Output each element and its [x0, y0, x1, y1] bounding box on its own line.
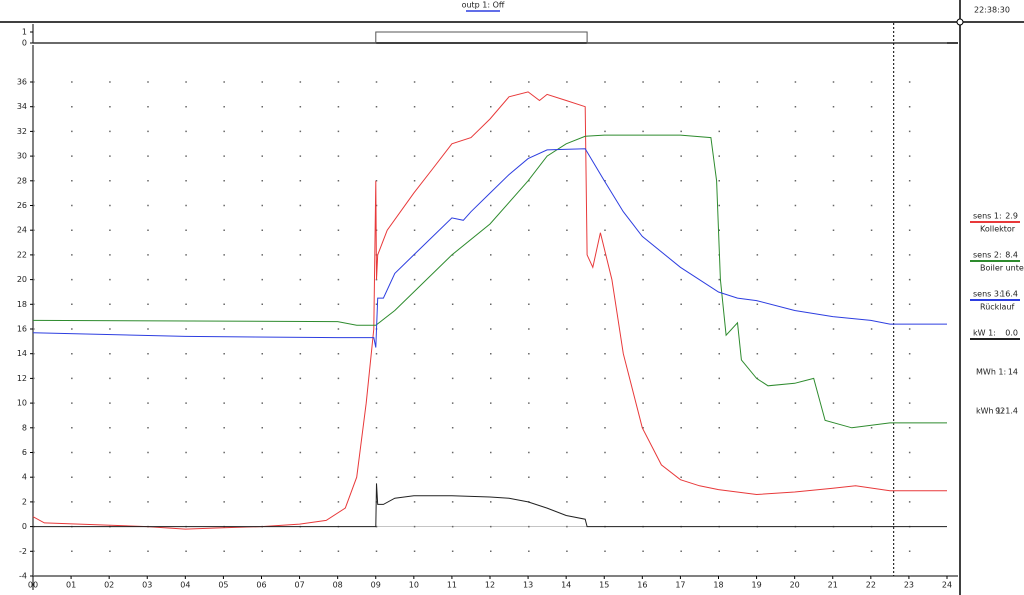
x-tick-label: 13: [523, 581, 533, 590]
y-tick-label: 18: [17, 300, 27, 309]
x-tick-label: 06: [256, 581, 266, 590]
y-tick-label: 10: [17, 399, 27, 408]
timestamp: 22:38:30: [974, 6, 1010, 15]
series-line: [32, 134, 947, 429]
x-tick-label: 10: [409, 581, 419, 590]
y-tick-label: 32: [17, 127, 27, 136]
x-tick-label: 22: [866, 581, 876, 590]
legend-readout: 16.4: [1000, 290, 1018, 299]
y-tick-label: 36: [17, 78, 27, 87]
y-tick-label: 20: [17, 275, 27, 284]
y-tick-label: 30: [17, 152, 27, 161]
x-tick-label: 00: [28, 581, 38, 590]
x-tick-label: 02: [104, 581, 114, 590]
legend-label: Kollektor: [980, 225, 1016, 234]
series-line: [33, 31, 947, 44]
x-tick-label: 11: [447, 581, 457, 590]
x-tick-label: 20: [790, 581, 800, 590]
x-tick-label: 01: [66, 581, 76, 590]
x-tick-label: 23: [904, 581, 914, 590]
legend-readout: 8.4: [1005, 251, 1018, 260]
x-tick-label: 14: [561, 581, 571, 590]
x-tick-label: 04: [180, 581, 190, 590]
y-tick-label: 26: [17, 201, 27, 210]
y-tick-label: 6: [22, 448, 27, 457]
y-tick-label: 16: [17, 325, 27, 334]
chart-title: outp 1: Off: [462, 1, 505, 10]
series-line: [32, 91, 947, 530]
x-tick-label: 15: [599, 581, 609, 590]
y-tick-label: 22: [17, 250, 27, 259]
x-tick-label: 21: [828, 581, 838, 590]
legend-name: sens 2:: [973, 251, 1002, 260]
y-tick-label: -2: [19, 547, 27, 556]
y-tick-label: 34: [17, 102, 27, 111]
x-tick-label: 24: [942, 581, 952, 590]
legend-readout: 2.9: [1005, 212, 1018, 221]
x-tick-label: 08: [333, 581, 343, 590]
series-line: [32, 148, 947, 348]
x-tick-label: 19: [751, 581, 761, 590]
legend-name: kW 1:: [973, 329, 996, 338]
series-line: [33, 483, 947, 528]
handle: [956, 18, 964, 26]
y-tick-label: 1: [22, 28, 27, 37]
legend-name: sens 1:: [973, 212, 1002, 221]
y-tick-label: 4: [22, 473, 27, 482]
legend-name: sens 3:: [973, 290, 1002, 299]
legend-label: Rücklauf: [980, 303, 1014, 312]
x-tick-label: 18: [713, 581, 723, 590]
y-tick-label: 0: [22, 39, 27, 48]
reading-name: MWh 1:: [976, 368, 1006, 377]
legend-readout: 0.0: [1005, 329, 1018, 338]
y-tick-label: 2: [22, 497, 27, 506]
y-tick-label: 0: [22, 522, 27, 531]
legend-label: Boiler unten: [980, 264, 1024, 273]
x-tick-label: 16: [637, 581, 647, 590]
y-tick-label: -4: [19, 572, 27, 581]
y-tick-label: 24: [17, 226, 27, 235]
reading-value: 14: [1008, 368, 1018, 377]
y-tick-label: 8: [22, 423, 27, 432]
y-tick-label: 14: [17, 349, 27, 358]
x-tick-label: 07: [294, 581, 304, 590]
reading-value: 921.4: [995, 407, 1018, 416]
x-tick-label: 03: [142, 581, 152, 590]
x-tick-label: 12: [485, 581, 495, 590]
y-tick-label: 28: [17, 176, 27, 185]
y-tick-label: 12: [17, 374, 27, 383]
x-tick-label: 09: [371, 581, 381, 590]
reading-name: kWh 1:: [976, 407, 1004, 416]
x-tick-label: 17: [675, 581, 685, 590]
x-tick-label: 05: [218, 581, 228, 590]
